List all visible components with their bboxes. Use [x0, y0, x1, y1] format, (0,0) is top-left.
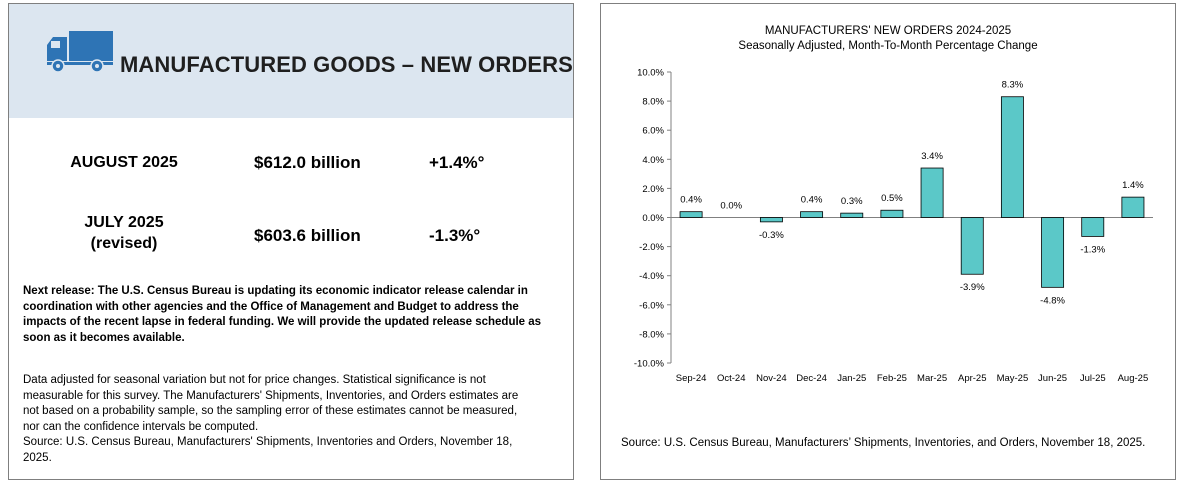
x-tick-label: Nov-24: [756, 373, 787, 384]
data-label: 0.4%: [680, 195, 702, 206]
y-tick-label: 10.0%: [637, 68, 664, 79]
x-tick-label: Sep-24: [676, 373, 707, 384]
x-tick-label: Apr-25: [958, 373, 987, 384]
y-tick-label: -2.0%: [639, 242, 664, 253]
x-tick-label: Feb-25: [877, 373, 907, 384]
y-tick-label: 4.0%: [642, 155, 664, 166]
y-tick-label: 0.0%: [642, 213, 664, 224]
bar: [800, 211, 824, 218]
x-tick-label: Jul-25: [1080, 373, 1106, 384]
summary-panel: MANUFACTURED GOODS – NEW ORDERS AUGUST 2…: [8, 3, 574, 480]
y-tick-label: -6.0%: [639, 300, 664, 311]
y-tick-label: 2.0%: [642, 184, 664, 195]
new-orders-chart: MANUFACTURERS' NEW ORDERS 2024-2025 Seaso…: [634, 25, 1153, 384]
data-label: -3.9%: [960, 282, 985, 293]
x-tick-label: Dec-24: [796, 373, 827, 384]
august-value: $612.0 billion: [254, 153, 361, 172]
july-label: JULY 2025: [84, 214, 164, 231]
bar: [1121, 196, 1145, 218]
methodology-note: Data adjusted for seasonal variation but…: [23, 373, 563, 466]
data-label: -4.8%: [1040, 295, 1065, 306]
next-release-note: Next release: The U.S. Census Bureau is …: [23, 285, 542, 344]
july-value: $603.6 billion: [254, 226, 361, 245]
july-sublabel: (revised): [90, 235, 158, 252]
chart-panel: MANUFACTURERS' NEW ORDERS 2024-2025 Seaso…: [600, 3, 1176, 480]
methodology-line: measurable for this survey. The Manufact…: [23, 389, 519, 402]
data-label: -1.3%: [1080, 244, 1105, 255]
data-label: 8.3%: [1002, 80, 1024, 91]
y-tick-label: 8.0%: [642, 97, 664, 108]
data-label: -0.3%: [759, 230, 784, 241]
chart-subtitle: Seasonally Adjusted, Month-To-Month Perc…: [738, 40, 1037, 52]
chart-title: MANUFACTURERS' NEW ORDERS 2024-2025: [765, 25, 1011, 37]
data-label: 0.0%: [720, 201, 742, 212]
summary-header: MANUFACTURED GOODS – NEW ORDERS: [9, 4, 573, 118]
x-tick-label: Jun-25: [1038, 373, 1067, 384]
x-tick-label: Mar-25: [917, 373, 947, 384]
data-label: 1.4%: [1122, 180, 1144, 191]
bar: [960, 217, 984, 275]
source-line: Source: U.S. Census Bureau, Manufacturer…: [23, 436, 513, 448]
y-tick-label: 6.0%: [642, 126, 664, 137]
august-label: AUGUST 2025: [70, 154, 178, 171]
july-change: -1.3%°: [429, 226, 481, 245]
x-tick-label: May-25: [997, 373, 1029, 384]
chart-source: Source: U.S. Census Bureau, Manufacturer…: [621, 437, 1146, 449]
x-tick-label: Jan-25: [837, 373, 866, 384]
summary-title: MANUFACTURED GOODS – NEW ORDERS: [120, 52, 573, 77]
bar: [679, 211, 703, 218]
data-label: 0.5%: [881, 193, 903, 204]
methodology-line: Data adjusted for seasonal variation but…: [23, 374, 486, 386]
data-label: 0.4%: [801, 195, 823, 206]
bar: [840, 212, 864, 218]
y-tick-label: -4.0%: [639, 271, 664, 282]
bar: [1000, 96, 1024, 218]
x-tick-label: Aug-25: [1118, 373, 1149, 384]
x-tick-label: Oct-24: [717, 373, 746, 384]
methodology-line: nor can the confidence intervals be comp…: [23, 420, 259, 433]
y-tick-label: -8.0%: [639, 329, 664, 340]
methodology-line: not based on a probability sample, so th…: [23, 405, 518, 417]
data-label: 0.3%: [841, 196, 863, 207]
bar: [759, 217, 783, 223]
bar: [1081, 217, 1105, 237]
bar: [880, 209, 904, 218]
data-label: 3.4%: [921, 151, 943, 162]
truck-icon: [47, 31, 113, 73]
y-tick-label: -10.0%: [634, 359, 665, 370]
bar: [920, 167, 944, 218]
source-line: 2025.: [23, 451, 52, 464]
bar: [1041, 217, 1065, 288]
august-change: +1.4%°: [429, 153, 485, 172]
